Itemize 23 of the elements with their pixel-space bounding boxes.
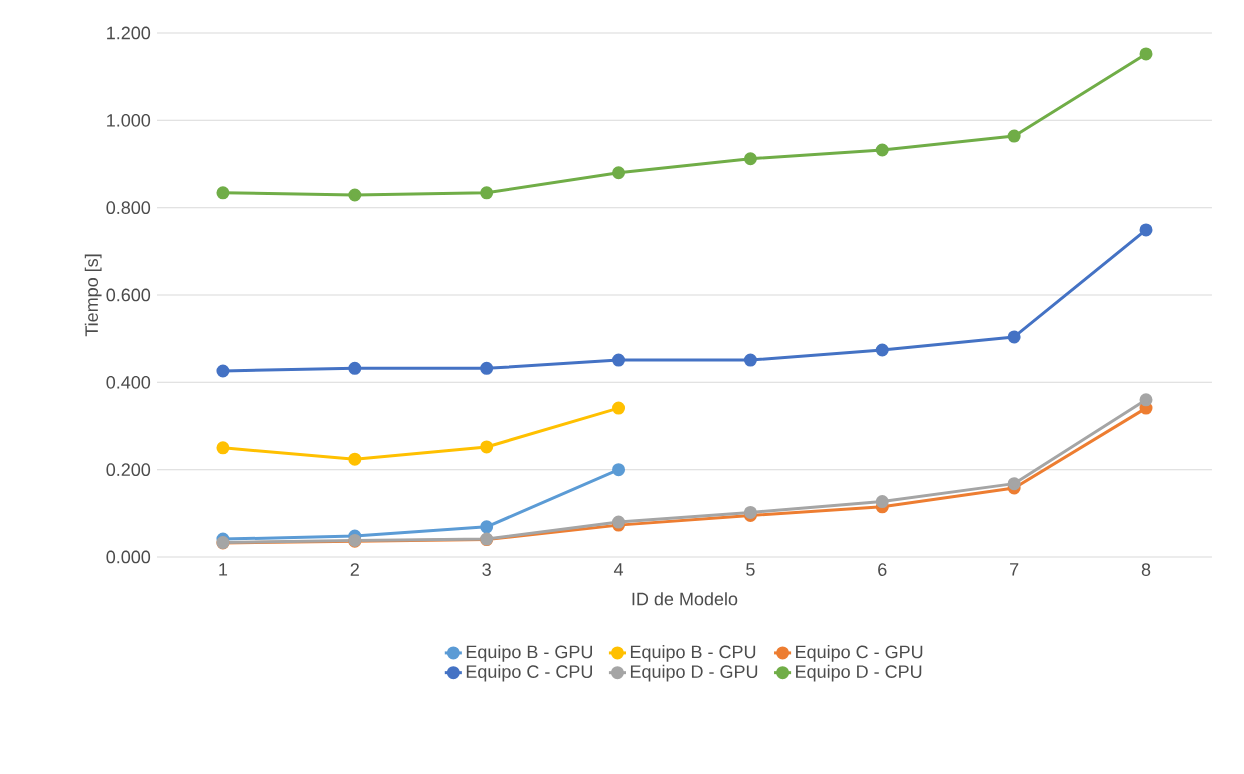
x-tick-label: 8 [1141,563,1151,576]
legend-label: Equipo C - GPU [796,645,923,662]
x-tick-label: 2 [350,563,359,576]
y-tick-label: 0.600 [106,288,151,302]
y-tick-label: 0.800 [106,201,151,215]
y-tick-label: 1.200 [107,26,151,40]
y-tick-label: 0.200 [106,463,151,477]
x-axis-title: ID de Modelo [632,592,738,606]
y-tick-label: 0.000 [106,550,151,564]
legend-label: Equipo D - CPU [796,664,922,682]
x-tick-label: 4 [613,563,624,576]
x-tick-label: 5 [746,563,755,576]
x-tick-label: 6 [878,563,887,576]
legend-label: Equipo B - CPU [630,645,756,662]
legend-label: Equipo B - GPU [466,645,592,662]
legend-label: Equipo C - CPU [466,664,592,682]
y-tick-label: 0.400 [106,375,151,389]
x-tick-label: 7 [1010,563,1019,576]
x-tick-label: 1 [219,563,228,576]
x-tick-label: 3 [482,563,491,576]
y-tick-label: 1.000 [107,113,151,127]
y-axis-title: Tiempo [s] [84,254,102,337]
legend-label: Equipo D - GPU [630,664,758,682]
